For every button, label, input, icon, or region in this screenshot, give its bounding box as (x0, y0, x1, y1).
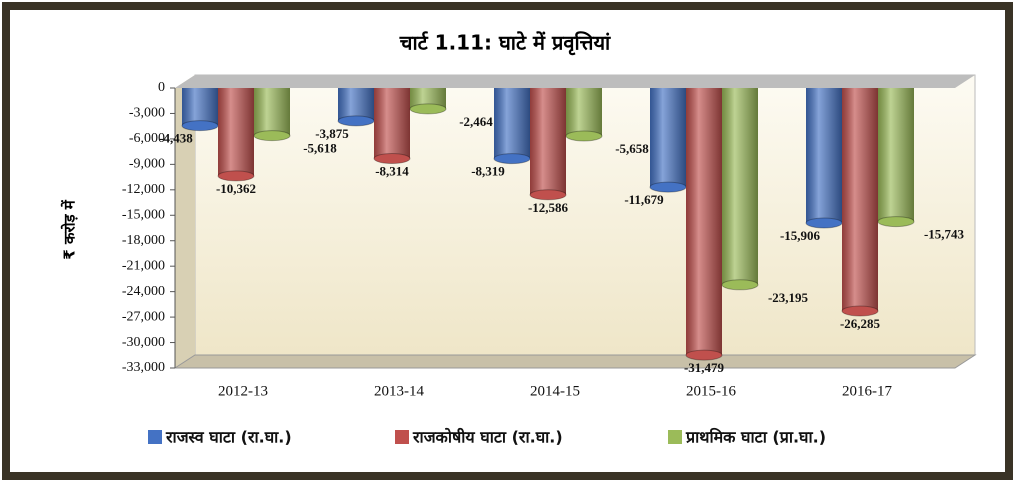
y-tick-label: -33,000 (122, 360, 165, 375)
value-label: -23,195 (768, 290, 809, 305)
y-tick-label: -12,000 (122, 182, 165, 197)
y-tick-label: 0 (158, 80, 165, 95)
bar-shade (494, 88, 530, 159)
value-label: -3,875 (315, 126, 349, 141)
x-tick-label: 2014-15 (530, 383, 580, 399)
value-label: -15,743 (924, 227, 965, 242)
value-label: -5,658 (615, 141, 649, 156)
x-tick-label: 2015-16 (686, 383, 736, 399)
bar-cap (253, 130, 291, 142)
bar-cap (409, 103, 447, 115)
floor (173, 354, 977, 369)
legend-swatch (395, 430, 409, 444)
value-label: -4,438 (159, 131, 193, 146)
bar-shade (338, 88, 374, 121)
bar-shade (410, 88, 446, 109)
value-label: -31,479 (684, 360, 725, 375)
x-tick-label: 2012-13 (218, 383, 268, 399)
bar-cap (181, 120, 219, 132)
x-tick-label: 2013-14 (374, 383, 424, 399)
y-tick-label: -21,000 (122, 258, 165, 273)
bar-cap (685, 349, 723, 361)
y-tick-label: -27,000 (122, 309, 165, 324)
bar-cap (841, 305, 879, 317)
value-label: -8,314 (375, 164, 409, 179)
bar-shade (722, 88, 758, 285)
bar-shade (806, 88, 842, 223)
bar-cap (565, 130, 603, 142)
bar-shade (182, 88, 218, 126)
legend-swatch (148, 430, 162, 444)
y-tick-label: -9,000 (129, 157, 165, 172)
bar-shade (218, 88, 254, 176)
value-label: -10,362 (216, 181, 256, 196)
bar-cap (373, 153, 411, 165)
side-wall (175, 75, 195, 368)
bar-shade (374, 88, 410, 159)
chart-title: चार्ट 1.11: घाटे में प्रवृत्तियां (399, 31, 611, 56)
bar-cap (805, 217, 843, 229)
bar-shade (254, 88, 290, 136)
y-tick-label: -6,000 (129, 131, 165, 146)
value-label: -11,679 (624, 192, 664, 207)
value-label: -12,586 (528, 200, 569, 215)
x-tick-label: 2016-17 (842, 383, 892, 399)
bar-shade (530, 88, 566, 195)
bar-shade (650, 88, 686, 188)
value-label: -26,285 (840, 316, 881, 331)
bar-shade (842, 88, 878, 312)
y-tick-label: -15,000 (122, 207, 165, 222)
zero-plane (175, 75, 975, 88)
bar-cap (649, 181, 687, 193)
bar-cap (877, 216, 915, 228)
value-label: -15,906 (780, 228, 821, 243)
legend-label: राजकोषीय घाटा (रा.घा.) (412, 428, 563, 447)
bar-shade (566, 88, 602, 137)
legend-label: राजस्व घाटा (रा.घा.) (165, 428, 292, 447)
legend-label: प्राथमिक घाटा (प्रा.घा.) (685, 428, 826, 447)
y-tick-label: -24,000 (122, 284, 165, 299)
y-tick-label: -30,000 (122, 335, 165, 350)
bar-cap (721, 279, 759, 291)
y-tick-label: -3,000 (129, 106, 165, 121)
value-label: -2,464 (459, 114, 493, 129)
value-label: -5,618 (303, 141, 337, 156)
bar-cap (217, 170, 255, 182)
legend-swatch (668, 430, 682, 444)
y-tick-label: -18,000 (122, 233, 165, 248)
value-label: -8,319 (471, 164, 505, 179)
bar-cap (529, 189, 567, 201)
bar-shade (878, 88, 914, 222)
bar-cap (337, 115, 375, 127)
bar-shade (686, 88, 722, 356)
y-axis-label: ₹ करोड़ में (61, 199, 79, 259)
bar-cap (493, 153, 531, 165)
